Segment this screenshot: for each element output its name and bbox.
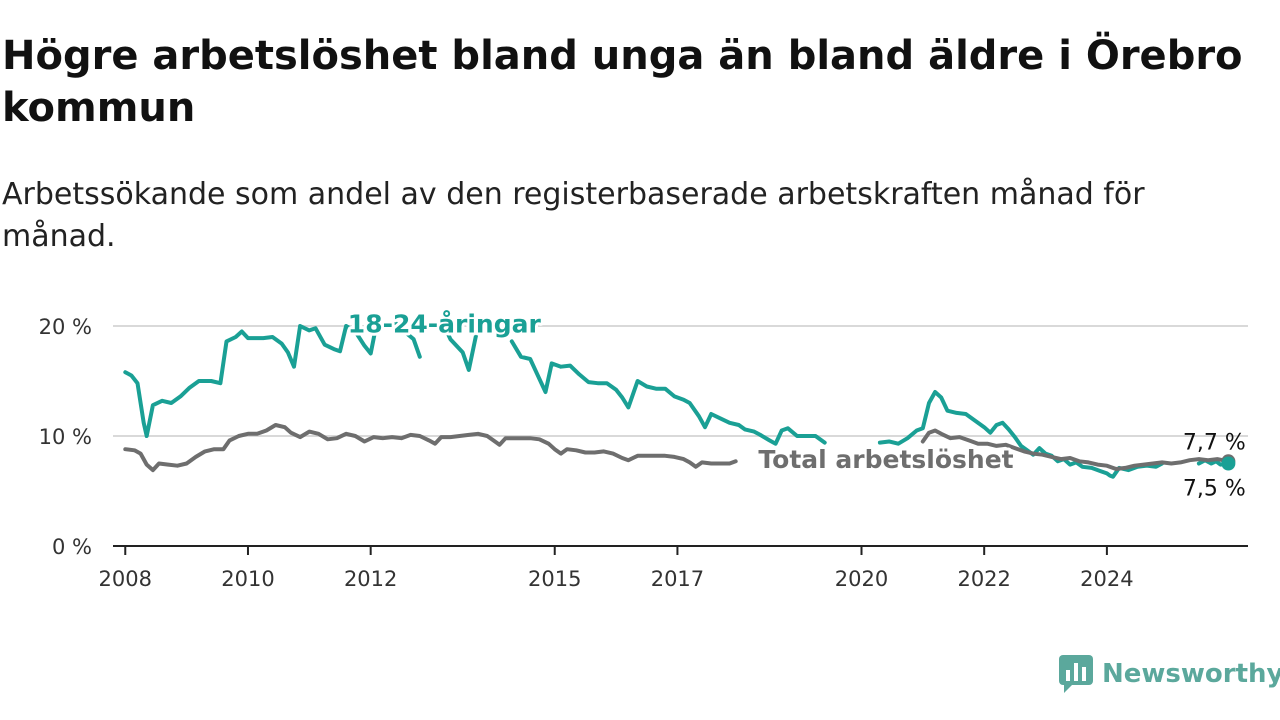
series-line-18-24-ringar xyxy=(509,339,827,446)
x-tick-label: 2020 xyxy=(835,567,888,591)
series-label: 18-24-åringar xyxy=(348,310,542,339)
chart-title: Högre arbetslöshet bland unga än bland ä… xyxy=(2,33,1243,131)
brand-name: Newsworthy xyxy=(1102,659,1280,689)
y-tick-label: 10 % xyxy=(39,425,92,449)
series-end-point xyxy=(1221,456,1236,471)
chart-subtitle: Arbetssökande som andel av den registerb… xyxy=(2,177,1145,254)
x-axis-ticks: 2008 2010 2012 2015 2017 2020 2022 2024 xyxy=(99,546,1134,591)
series-line-total-arbetsl-shet xyxy=(123,423,738,473)
y-tick-label: 0 % xyxy=(52,535,92,559)
x-tick-label: 2015 xyxy=(528,567,581,591)
x-tick-label: 2012 xyxy=(344,567,397,591)
series-line-18-24-ringar xyxy=(442,324,493,372)
x-tick-label: 2024 xyxy=(1080,567,1133,591)
newsworthy-logo-icon xyxy=(1059,655,1093,693)
series-label: Total arbetslöshet xyxy=(758,445,1013,474)
series-line-18-24-ringar xyxy=(123,320,422,438)
x-tick-label: 2010 xyxy=(221,567,274,591)
series-lines xyxy=(123,320,1236,479)
end-value-label: 7,5 % xyxy=(1183,477,1246,502)
y-tick-label: 20 % xyxy=(39,315,92,339)
y-axis-labels: 0 % 10 % 20 % xyxy=(39,315,92,559)
annotations: 18-24-åringar Total arbetslöshet 7,7 % 7,5 … xyxy=(345,307,1246,502)
x-tick-label: 2008 xyxy=(99,567,152,591)
x-tick-label: 2022 xyxy=(957,567,1010,591)
end-value-label: 7,7 % xyxy=(1183,430,1246,455)
x-tick-label: 2017 xyxy=(651,567,704,591)
brand-logo: Newsworthy xyxy=(1058,654,1280,694)
series-line-total-arbetsl-shet xyxy=(920,428,1231,471)
